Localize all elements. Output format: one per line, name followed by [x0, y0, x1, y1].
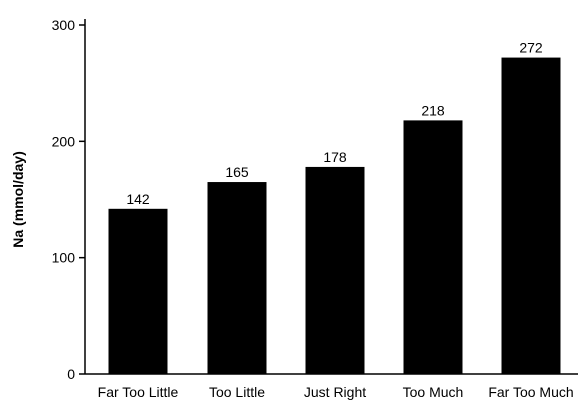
y-tick-label: 300 [52, 17, 76, 33]
bar-value-label: 142 [126, 191, 150, 207]
y-axis-ticks: 0 100 200 300 [52, 17, 85, 382]
bar-value-label: 165 [225, 164, 249, 180]
bars [108, 57, 561, 374]
x-axis-category-labels: Far Too Little Too Little Just Right Too Mu… [98, 384, 574, 400]
bar-value-label: 218 [421, 102, 445, 118]
bar-value-label: 272 [519, 40, 543, 56]
bar-value-labels: 142 165 178 218 272 [126, 40, 543, 207]
bar-value-label: 178 [323, 149, 347, 165]
x-category-label: Far Too Little [98, 384, 179, 400]
y-tick-label: 0 [67, 366, 75, 382]
x-category-label: Far Too Much [488, 384, 573, 400]
bar [501, 57, 561, 374]
x-category-label: Too Much [403, 384, 464, 400]
y-axis-title: Na (mmol/day) [10, 151, 26, 247]
x-category-label: Too Little [209, 384, 265, 400]
bar [403, 120, 463, 374]
bar [207, 182, 267, 374]
y-tick-label: 200 [52, 133, 76, 149]
x-category-label: Just Right [304, 384, 366, 400]
y-tick-label: 100 [52, 250, 76, 266]
bar [108, 208, 168, 374]
bar [305, 166, 365, 374]
